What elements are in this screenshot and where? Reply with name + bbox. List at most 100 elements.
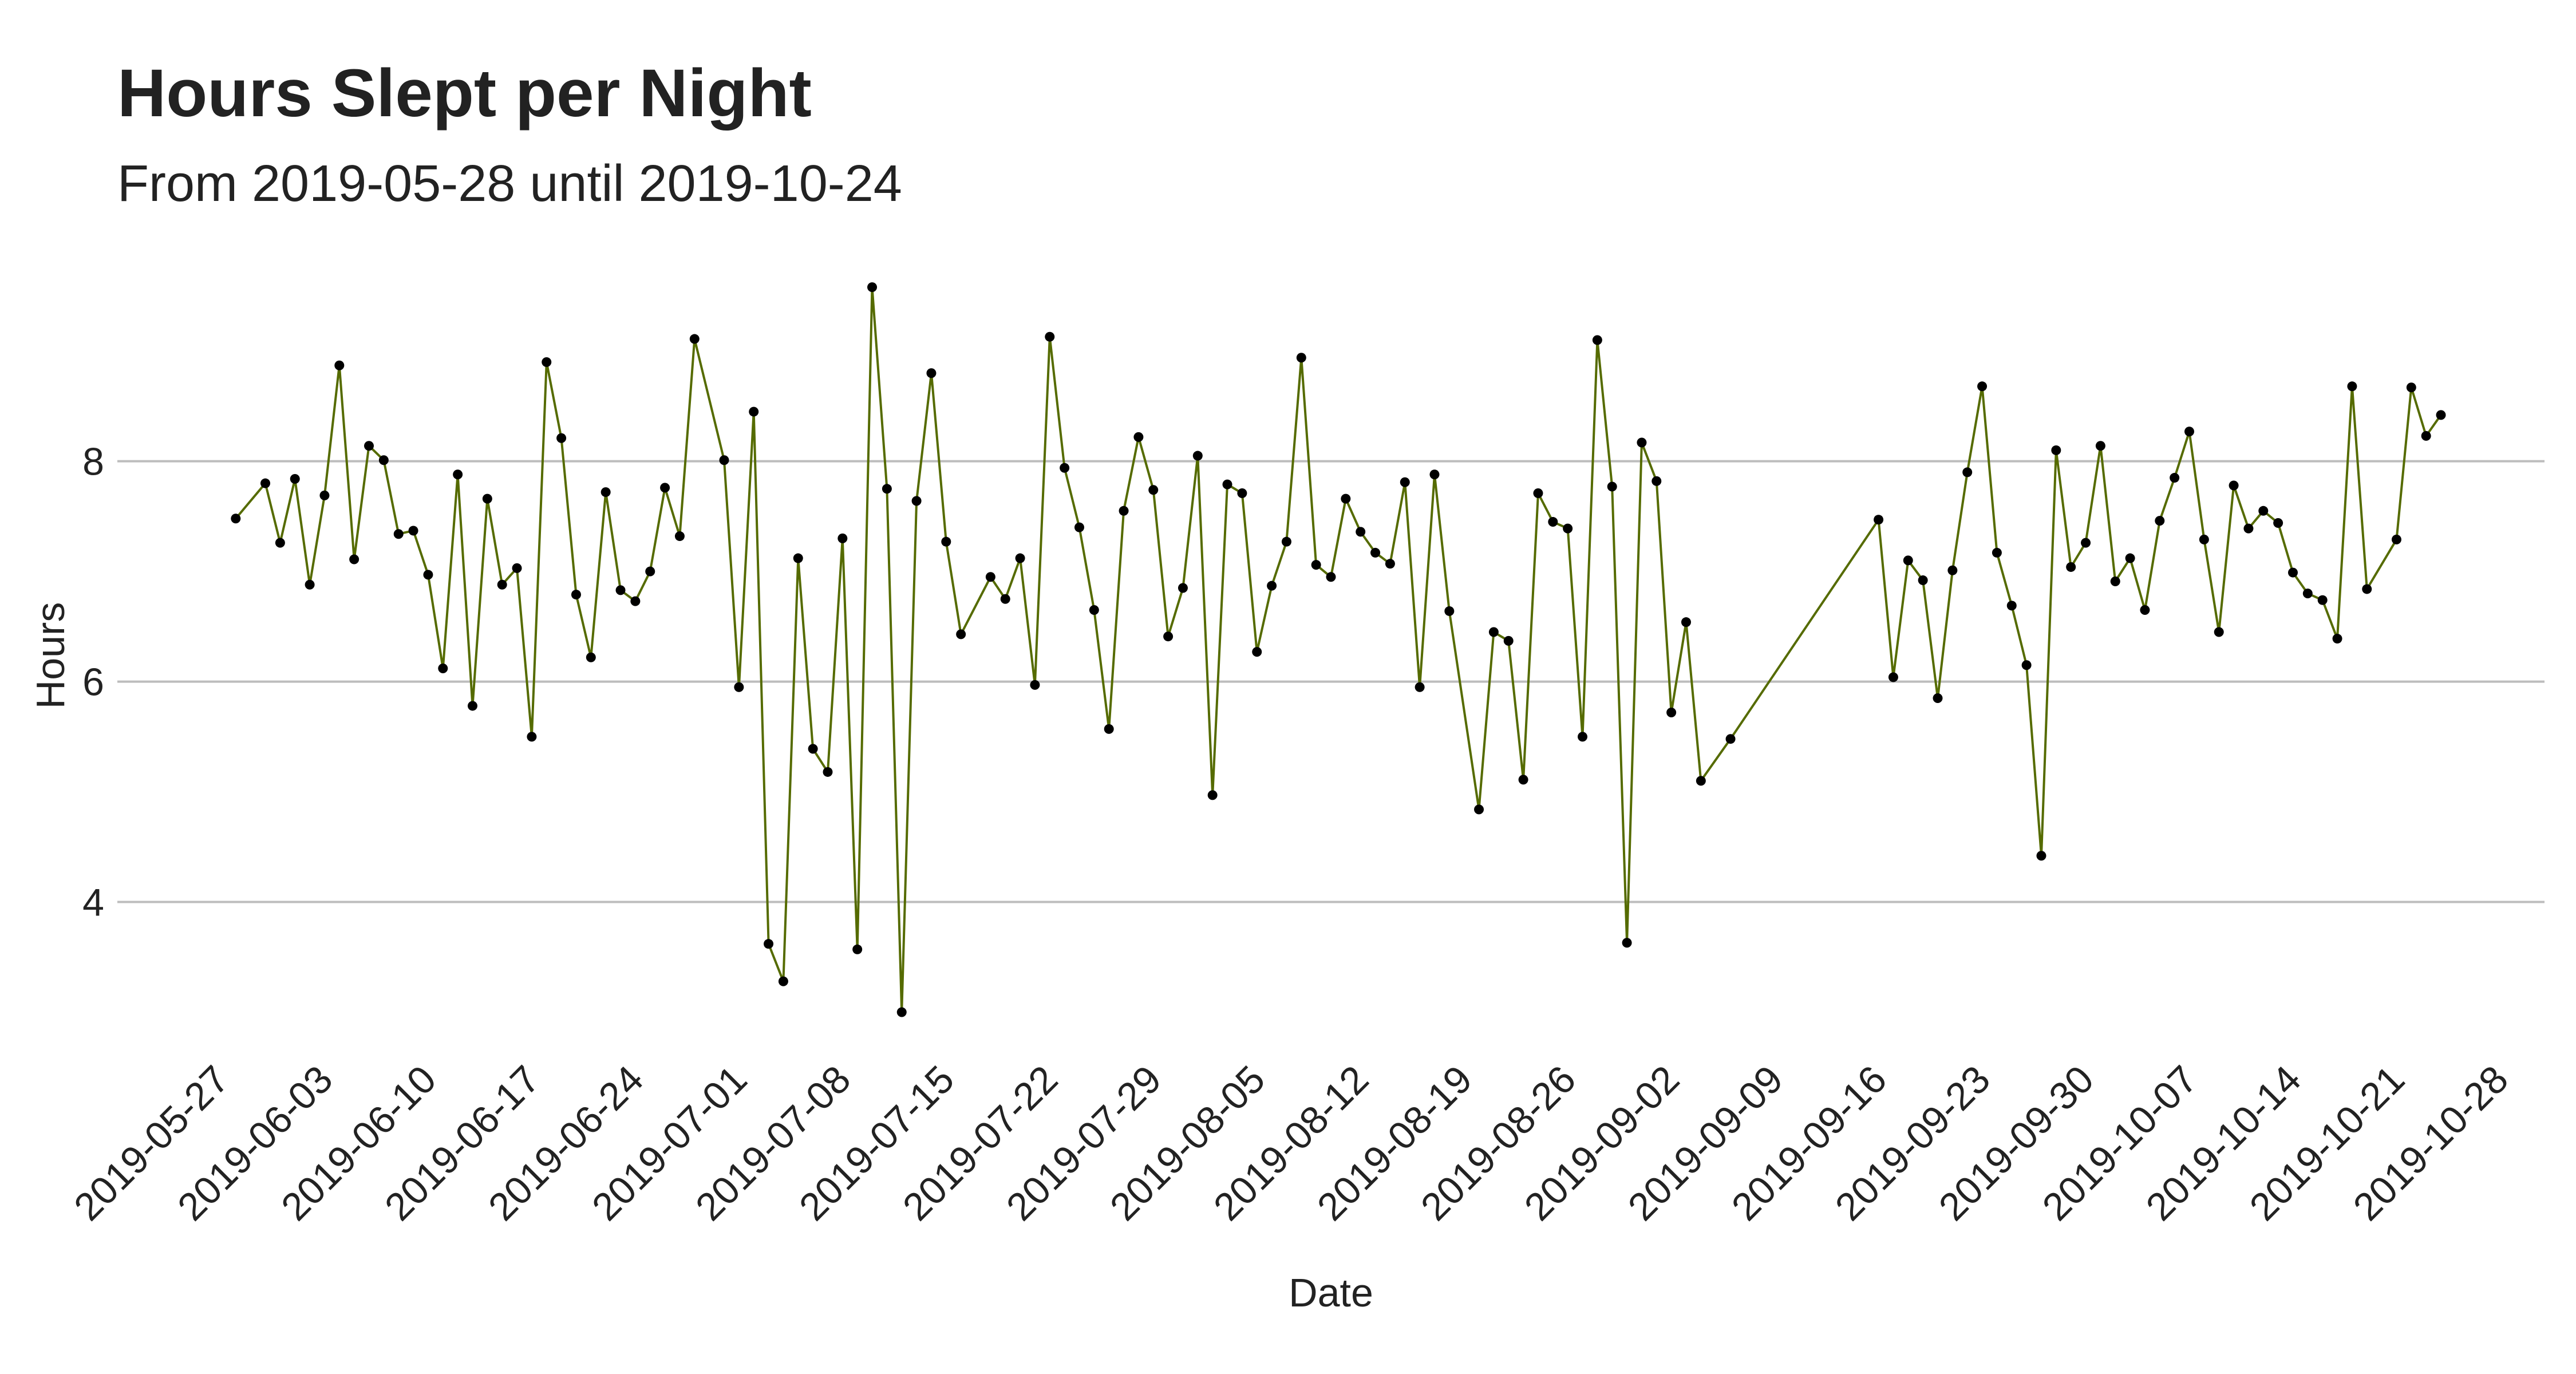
data-point xyxy=(645,566,655,577)
data-point xyxy=(2317,595,2328,605)
data-point xyxy=(1148,485,1159,495)
data-point xyxy=(1267,581,1277,591)
data-point xyxy=(1992,547,2002,558)
data-point xyxy=(615,585,626,595)
data-point xyxy=(1163,631,1174,642)
data-point xyxy=(941,536,951,547)
data-point xyxy=(1518,775,1528,785)
data-point xyxy=(778,976,788,986)
data-point xyxy=(1296,353,1306,363)
data-point xyxy=(2066,562,2076,572)
chart-subtitle: From 2019-05-28 until 2019-10-24 xyxy=(117,155,902,212)
data-point xyxy=(1000,594,1010,604)
data-point xyxy=(334,360,345,370)
data-point xyxy=(1444,606,1455,616)
data-point xyxy=(1104,724,1114,734)
data-point xyxy=(408,526,418,536)
data-point xyxy=(2229,480,2239,491)
data-point xyxy=(453,469,463,480)
data-point xyxy=(482,493,492,504)
data-point xyxy=(2170,473,2180,483)
data-point xyxy=(512,563,522,573)
data-point xyxy=(734,682,744,692)
x-axis-title: Date xyxy=(1289,1270,1373,1315)
data-point xyxy=(2081,538,2091,548)
gridlines xyxy=(117,460,2545,903)
y-axis-ticks: 4 6 8 xyxy=(82,440,104,925)
x-axis-ticks: 2019-05-272019-06-032019-06-102019-06-17… xyxy=(66,1057,2516,1229)
data-point xyxy=(1045,331,1055,342)
data-point xyxy=(896,1007,907,1017)
data-point xyxy=(2021,660,2032,670)
data-point xyxy=(2332,634,2342,644)
data-point xyxy=(1977,381,1988,392)
data-point xyxy=(1548,517,1558,527)
data-point xyxy=(319,490,330,500)
data-point xyxy=(2406,382,2416,393)
data-point xyxy=(808,744,818,754)
data-point xyxy=(556,433,567,443)
data-point xyxy=(1622,938,1632,948)
data-point xyxy=(571,590,581,600)
data-point xyxy=(2095,441,2105,451)
data-point xyxy=(926,368,937,378)
data-point xyxy=(1326,572,1336,582)
data-point xyxy=(1637,437,1647,448)
data-point xyxy=(1533,488,1543,498)
y-tick-label: 4 xyxy=(82,881,104,925)
data-point xyxy=(1933,693,1943,703)
data-point xyxy=(1681,617,1691,627)
data-point xyxy=(1725,734,1736,744)
data-point xyxy=(2302,589,2313,599)
y-axis-title: Hours xyxy=(28,602,73,709)
data-point xyxy=(1356,527,1366,537)
data-point xyxy=(2036,851,2046,861)
data-point xyxy=(1207,790,1218,800)
data-point xyxy=(2243,523,2254,534)
data-point xyxy=(1429,469,1440,480)
data-point xyxy=(867,282,878,293)
data-point xyxy=(2287,567,2298,578)
data-point xyxy=(1133,432,1144,442)
data-point xyxy=(1370,547,1381,558)
data-point xyxy=(1400,477,1410,487)
data-point xyxy=(527,732,537,742)
data-point xyxy=(1178,583,1188,593)
data-point xyxy=(1563,523,1573,534)
data-point xyxy=(231,514,241,524)
data-point xyxy=(586,652,596,662)
data-point xyxy=(1488,627,1499,637)
data-point xyxy=(1237,488,1247,498)
data-point xyxy=(600,487,611,498)
data-point xyxy=(2184,427,2195,437)
data-point xyxy=(349,554,359,564)
data-point xyxy=(1119,506,1129,516)
data-point xyxy=(764,939,774,949)
data-point xyxy=(660,483,670,493)
data-point xyxy=(2258,506,2269,516)
data-point xyxy=(1030,680,1040,690)
data-point xyxy=(2125,553,2135,563)
series-hours-slept xyxy=(231,282,2446,1017)
data-point xyxy=(378,455,389,465)
series-line xyxy=(235,286,2442,1013)
data-point xyxy=(630,596,641,606)
data-point xyxy=(305,579,315,590)
data-point xyxy=(2436,410,2446,420)
data-point xyxy=(1385,559,1395,569)
data-point xyxy=(1888,672,1898,682)
y-tick-label: 6 xyxy=(82,661,104,704)
chart-title: Hours Slept per Night xyxy=(117,56,812,131)
data-point xyxy=(364,441,374,451)
data-point xyxy=(2347,381,2357,392)
data-point xyxy=(1089,605,1099,615)
data-point xyxy=(1474,804,1484,815)
data-point xyxy=(852,944,863,954)
data-point xyxy=(1192,451,1203,461)
data-point xyxy=(275,538,285,548)
data-point xyxy=(290,473,300,484)
data-point xyxy=(1947,565,1958,575)
data-point xyxy=(749,406,759,417)
data-point xyxy=(1592,335,1602,345)
